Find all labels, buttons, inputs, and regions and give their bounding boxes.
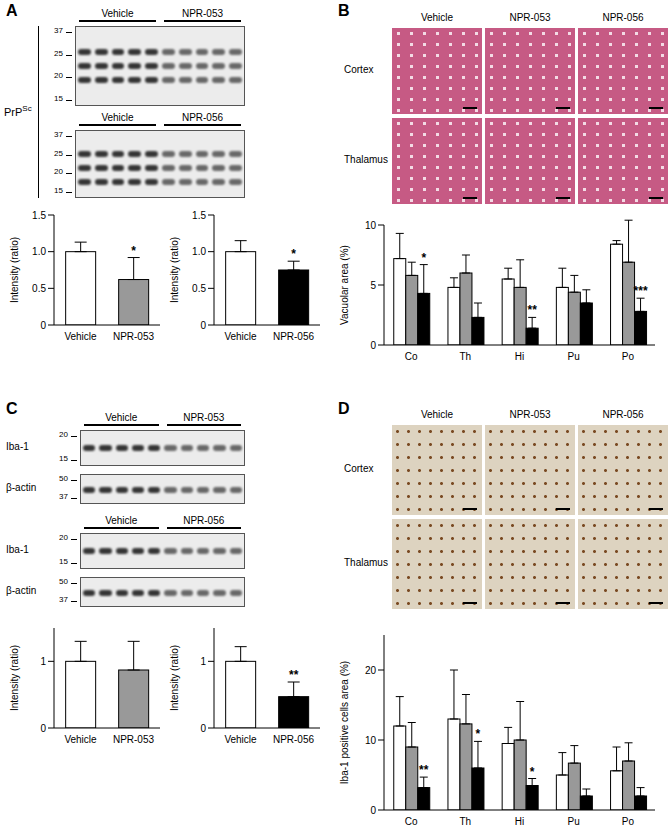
svg-text:*: * [476, 727, 481, 741]
html-text:Vehicle: Vehicle [101, 8, 134, 19]
svg-text:*: * [421, 251, 426, 265]
html-text:15: 15 [54, 186, 63, 195]
svg-text:10: 10 [365, 735, 377, 746]
svg-text:**: ** [419, 763, 429, 777]
svg-text:Vehicle: Vehicle [64, 734, 97, 745]
html-text:Cortex: Cortex [344, 463, 374, 474]
svg-text:0: 0 [370, 340, 376, 351]
svg-text:NPR-056: NPR-056 [273, 331, 315, 342]
svg-text:1.0: 1.0 [192, 246, 206, 257]
svg-text:Pu: Pu [568, 816, 580, 827]
html-text:20: 20 [59, 533, 68, 542]
html-text:D: D [338, 400, 350, 417]
svg-text:1.5: 1.5 [192, 210, 206, 221]
svg-text:20: 20 [365, 665, 377, 676]
svg-text:Vehicle: Vehicle [64, 331, 97, 342]
html-text:20: 20 [59, 430, 68, 439]
svg-text:***: *** [634, 284, 648, 298]
svg-text:1.5: 1.5 [32, 210, 46, 221]
html-text:NPR-056: NPR-056 [183, 515, 225, 526]
html-text:Vehicle: Vehicle [105, 515, 138, 526]
svg-text:0: 0 [200, 723, 206, 734]
svg-text:Intensity (ratio): Intensity (ratio) [169, 237, 180, 303]
html-text:Vehicle: Vehicle [101, 112, 134, 123]
svg-text:1: 1 [40, 656, 46, 667]
html-text:50: 50 [59, 577, 68, 586]
svg-text:Hi: Hi [515, 351, 524, 362]
html-text:Vehicle: Vehicle [420, 409, 454, 420]
html-text:20: 20 [54, 71, 63, 81]
svg-text:NPR-053: NPR-053 [113, 734, 155, 745]
svg-text:0: 0 [40, 320, 46, 331]
html-text:Vehicle: Vehicle [420, 12, 454, 23]
html-text:37: 37 [59, 595, 68, 604]
svg-text:Intensity (ratio): Intensity (ratio) [9, 645, 20, 711]
html-text:NPR-053: NPR-053 [181, 8, 224, 19]
svg-text:Co: Co [405, 351, 418, 362]
svg-text:Co: Co [405, 816, 418, 827]
svg-text:0: 0 [40, 723, 46, 734]
svg-text:NPR-053: NPR-053 [113, 331, 155, 342]
svg-text:Vehicle: Vehicle [224, 331, 257, 342]
html-text:B: B [338, 2, 350, 19]
svg-text:**: ** [289, 668, 299, 682]
svg-text:Pu: Pu [568, 351, 580, 362]
svg-text:10: 10 [365, 220, 377, 231]
svg-text:0: 0 [370, 805, 376, 816]
svg-text:*: * [530, 765, 535, 779]
html-text:37: 37 [54, 130, 63, 139]
svg-text:NPR-056: NPR-056 [273, 734, 315, 745]
html-text:Thalamus: Thalamus [344, 557, 388, 568]
html-text:20: 20 [54, 167, 63, 177]
html-text:NPR-053: NPR-053 [509, 12, 551, 23]
html-text:25: 25 [54, 48, 63, 58]
svg-text:Vehicle: Vehicle [224, 734, 257, 745]
html-text:Thalamus: Thalamus [344, 154, 388, 165]
svg-text:Th: Th [459, 351, 471, 362]
svg-text:0: 0 [200, 320, 206, 331]
svg-text:1.0: 1.0 [32, 246, 46, 257]
svg-text:Intensity (ratio): Intensity (ratio) [169, 645, 180, 711]
svg-text:*: * [131, 244, 136, 258]
svg-text:Th: Th [459, 816, 471, 827]
html-text:25: 25 [54, 148, 63, 158]
html-text:15: 15 [59, 557, 68, 566]
html-text:C: C [6, 400, 18, 417]
html-text:NPR-056: NPR-056 [602, 12, 644, 23]
html-text:37: 37 [59, 492, 68, 501]
svg-text:Iba-1 positive cells area (%): Iba-1 positive cells area (%) [339, 661, 350, 784]
html-text:NPR-056: NPR-056 [181, 112, 224, 123]
svg-text:Po: Po [622, 816, 635, 827]
svg-text:0.5: 0.5 [192, 283, 206, 294]
svg-text:Hi: Hi [515, 816, 524, 827]
svg-text:Vacuolar area (%): Vacuolar area (%) [339, 245, 350, 325]
html-text:37: 37 [54, 26, 63, 35]
html-text:Iba-1: Iba-1 [6, 441, 29, 452]
html-text:Cortex: Cortex [344, 64, 374, 75]
html-text:15: 15 [59, 454, 68, 463]
html-text:50: 50 [59, 474, 68, 483]
svg-text:5: 5 [370, 280, 376, 291]
svg-text:*: * [291, 247, 296, 261]
html-text:Vehicle: Vehicle [105, 412, 138, 423]
html-text:NPR-053: NPR-053 [509, 409, 551, 420]
html-text:Iba-1: Iba-1 [6, 544, 29, 555]
html-text:PrPSc: PrPSc [4, 104, 32, 118]
svg-text:Intensity (ratio): Intensity (ratio) [9, 237, 20, 303]
html-text:15: 15 [54, 94, 63, 103]
svg-text:1: 1 [200, 656, 206, 667]
html-text:NPR-056: NPR-056 [602, 409, 644, 420]
html-text:A: A [6, 2, 18, 19]
html-text:β-actin: β-actin [6, 585, 37, 596]
svg-text:Po: Po [622, 351, 635, 362]
svg-text:0.5: 0.5 [32, 283, 46, 294]
html-text:β-actin: β-actin [6, 482, 37, 493]
svg-text:**: ** [527, 303, 537, 317]
html-text:NPR-053: NPR-053 [183, 412, 225, 423]
